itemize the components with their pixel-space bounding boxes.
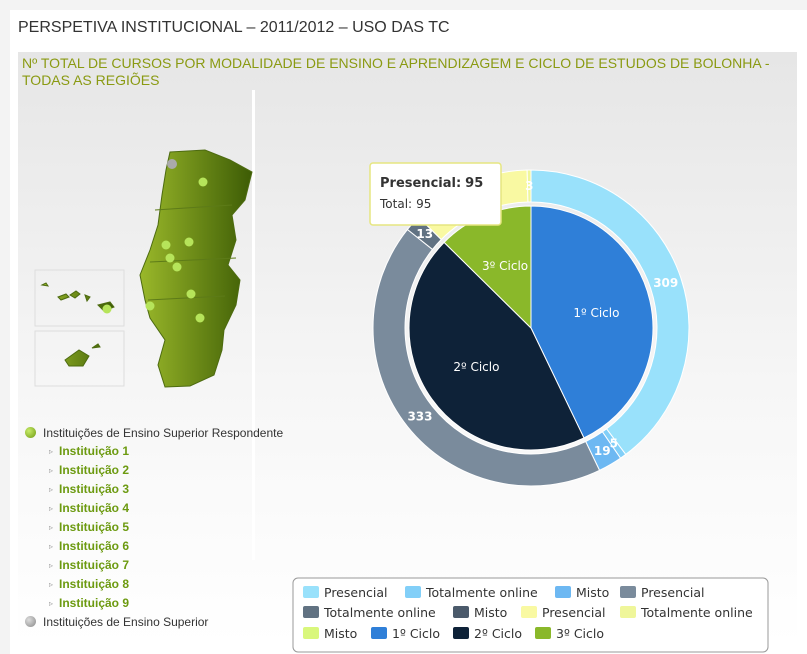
legend-label: Misto <box>576 585 609 600</box>
pie-slice <box>408 241 585 451</box>
institution-link[interactable]: Instituição 1 <box>25 442 283 461</box>
legend-item[interactable]: Presencial <box>521 605 605 620</box>
island-box <box>34 330 125 387</box>
legend-text: Instituições de Ensino Superior Responde… <box>43 426 284 440</box>
data-label: 3 <box>525 179 533 193</box>
slice-label: 3º Ciclo <box>482 259 528 273</box>
legend-swatch <box>620 606 636 618</box>
map <box>40 149 253 388</box>
legend-item: Instituições de Ensino Superior Responde… <box>25 424 283 442</box>
institution-link[interactable]: Instituição 2 <box>25 461 283 480</box>
legend-label: Presencial <box>641 585 704 600</box>
tooltip-label: Total: <box>379 197 412 211</box>
legend-swatch <box>620 586 636 598</box>
legend-swatch <box>303 606 319 618</box>
tooltip-text: Total: 95 <box>379 197 431 211</box>
chart-title: Nº TOTAL DE CURSOS POR MODALIDADE DE ENS… <box>22 55 770 88</box>
legend-item[interactable]: Totalmente online <box>405 585 538 600</box>
legend-item[interactable]: 3º Ciclo <box>535 626 604 641</box>
legend-item[interactable]: 1º Ciclo <box>371 626 440 641</box>
legend-swatch <box>453 606 469 618</box>
legend-item[interactable]: Presencial <box>620 585 704 600</box>
institution-link[interactable]: Instituição 9 <box>25 594 283 613</box>
ring-segment <box>526 169 532 203</box>
data-label: 333 <box>407 410 432 424</box>
legend-item[interactable]: 2º Ciclo <box>453 626 522 641</box>
legend-swatch <box>371 627 387 639</box>
legend-label: Totalmente online <box>640 605 753 620</box>
legend-swatch <box>521 606 537 618</box>
data-label: 13 <box>416 227 433 241</box>
data-label: 5 <box>610 436 618 450</box>
legend-swatch <box>535 627 551 639</box>
data-label: 309 <box>653 276 678 290</box>
institution-list: Instituição 1Instituição 2Instituição 3I… <box>25 442 283 613</box>
institution-link[interactable]: Instituição 4 <box>25 499 283 518</box>
tooltip-value: 95 <box>416 197 431 211</box>
legend-label: 3º Ciclo <box>556 626 604 641</box>
legend-item[interactable]: Misto <box>453 605 507 620</box>
tooltip-text: Presencial: 95 <box>380 176 483 191</box>
map-legend: Instituições de Ensino Superior Responde… <box>25 424 283 631</box>
institution-link[interactable]: Instituição 8 <box>25 575 283 594</box>
separator <box>252 90 255 560</box>
tooltip-label: Presencial: <box>380 176 461 191</box>
legend-item[interactable]: Presencial <box>303 585 387 600</box>
legend-label: Totalmente online <box>425 585 538 600</box>
map-dots <box>102 159 208 323</box>
tooltip-value: 95 <box>465 176 483 191</box>
institution-link[interactable]: Instituição 7 <box>25 556 283 575</box>
institution-link[interactable]: Instituição 5 <box>25 518 283 537</box>
legend-item[interactable]: Misto <box>303 626 357 641</box>
legend-label: Misto <box>474 605 507 620</box>
legend-label: 1º Ciclo <box>392 626 440 641</box>
legend-label: Presencial <box>324 585 387 600</box>
legend-swatch <box>453 627 469 639</box>
tooltip-box <box>369 162 502 226</box>
pie-slice <box>530 205 654 439</box>
legend-swatch <box>405 586 421 598</box>
legend-swatch <box>555 586 571 598</box>
slice-label: 1º Ciclo <box>573 306 619 320</box>
legend-swatch <box>303 586 319 598</box>
legend-label: Totalmente online <box>323 605 436 620</box>
legend-item[interactable]: Totalmente online <box>303 605 436 620</box>
legend-item: Instituições de Ensino Superior <box>25 613 283 631</box>
institution-link[interactable]: Instituição 6 <box>25 537 283 556</box>
institution-link[interactable]: Instituição 3 <box>25 480 283 499</box>
legend-label: Misto <box>324 626 357 641</box>
legend-text: Instituições de Ensino Superior <box>43 615 209 629</box>
tooltip: Presencial: 95 Total: 95 <box>369 162 502 226</box>
legend-item[interactable]: Misto <box>555 585 609 600</box>
legend-item[interactable]: Totalmente online <box>620 605 753 620</box>
page-title: PERSPETIVA INSTITUCIONAL – 2011/2012 – U… <box>18 19 450 36</box>
legend-label: Presencial <box>542 605 605 620</box>
legend-swatch <box>303 627 319 639</box>
legend-label: 2º Ciclo <box>474 626 522 641</box>
data-label: 19 <box>594 444 611 458</box>
slice-label: 2º Ciclo <box>453 360 499 374</box>
island-box <box>34 269 125 327</box>
